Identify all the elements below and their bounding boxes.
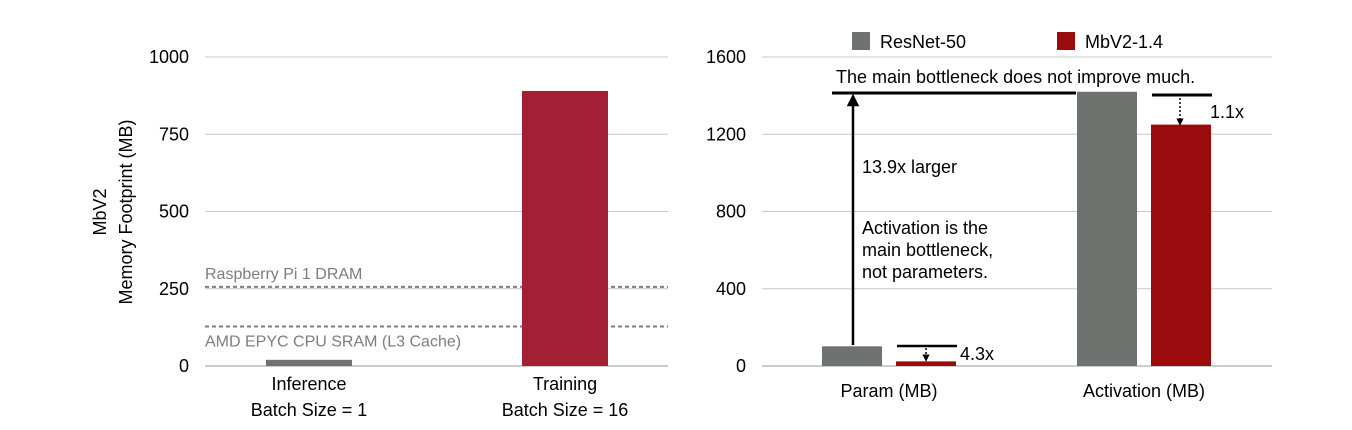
bar-resnet-activation — [1077, 91, 1137, 366]
right-y-tick-labels: 0 400 800 1200 1600 — [706, 47, 746, 376]
left-chart: 0 250 500 750 1000 Raspberry Pi 1 DRAM AMD EP… — [90, 47, 668, 420]
bar-mbv2-param — [896, 361, 956, 366]
right-y-tick-label: 800 — [716, 202, 746, 222]
left-y-tick-label: 750 — [159, 124, 189, 144]
left-y-tick-label: 1000 — [149, 47, 189, 67]
right-chart: 0 400 800 1200 1600 Param (MB) Activation (MB… — [706, 32, 1272, 401]
right-y-tick-label: 0 — [736, 356, 746, 376]
bar-inference — [266, 359, 352, 366]
left-y-tick-label: 250 — [159, 279, 189, 299]
main-note-line2: main bottleneck, — [862, 240, 993, 260]
right-x-tick-label: Param (MB) — [840, 381, 937, 401]
left-y-tick-labels: 0 250 500 750 1000 — [149, 47, 189, 376]
left-bars — [266, 90, 608, 367]
main-note-line1: Activation is the — [862, 218, 988, 238]
bar-training — [522, 90, 608, 367]
top-note: The main bottleneck does not improve muc… — [836, 67, 1195, 87]
ratio-label: 13.9x larger — [862, 157, 957, 177]
left-y-axis-label-line1: MbV2 — [90, 188, 110, 235]
right-y-tick-label: 400 — [716, 279, 746, 299]
legend-label-resnet: ResNet-50 — [880, 32, 966, 52]
right-y-tick-label: 1600 — [706, 47, 746, 67]
bar-mbv2-activation — [1151, 124, 1211, 366]
legend-swatch-resnet — [852, 32, 870, 50]
reference-line-label: AMD EPYC CPU SRAM (L3 Cache) — [205, 333, 461, 350]
reference-line-label: Raspberry Pi 1 DRAM — [205, 266, 362, 283]
activation-reduction-label: 1.1x — [1210, 102, 1244, 122]
left-x-tick-label: Inference — [271, 374, 346, 394]
left-y-tick-label: 0 — [179, 356, 189, 376]
right-x-tick-label: Activation (MB) — [1083, 381, 1205, 401]
bar-resnet-param — [822, 346, 882, 366]
main-note-line3: not parameters. — [862, 262, 988, 282]
legend-label-mbv2: MbV2-1.4 — [1085, 32, 1163, 52]
right-bars — [822, 91, 1211, 366]
right-x-tick-labels: Param (MB) Activation (MB) — [840, 381, 1205, 401]
annotations: The main bottleneck does not improve muc… — [832, 67, 1244, 364]
param-reduction-label: 4.3x — [960, 344, 994, 364]
legend-swatch-mbv2 — [1057, 32, 1075, 50]
left-y-axis-label-line2: Memory Footprint (MB) — [116, 119, 136, 304]
left-x-tick-label: Batch Size = 1 — [251, 400, 368, 420]
right-y-tick-label: 1200 — [706, 124, 746, 144]
left-y-tick-label: 500 — [159, 202, 189, 222]
left-x-tick-label: Training — [533, 374, 597, 394]
legend: ResNet-50 MbV2-1.4 — [852, 32, 1163, 52]
left-x-tick-labels: Inference Batch Size = 1 Training Batch Siz… — [251, 374, 629, 420]
left-x-tick-label: Batch Size = 16 — [502, 400, 629, 420]
